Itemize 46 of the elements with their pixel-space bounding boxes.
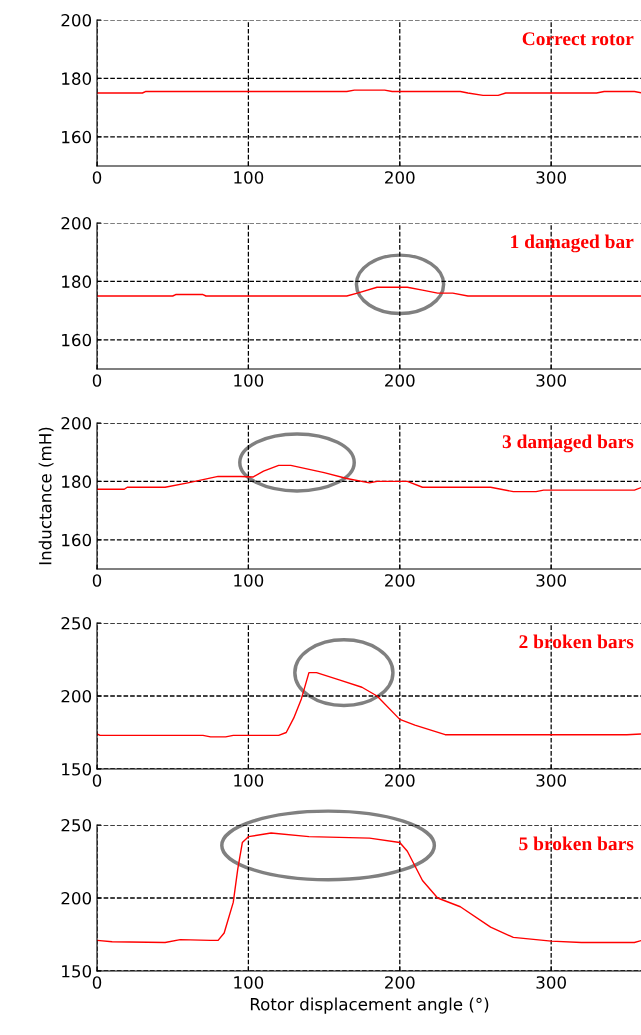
y-tick-label: 160 bbox=[62, 130, 92, 144]
y-tick-label: 200 bbox=[61, 416, 92, 430]
x-tick-label: 200 bbox=[385, 976, 415, 989]
x-tick-label: 0 bbox=[92, 374, 102, 387]
line-series bbox=[97, 832, 641, 944]
y-tick-label: 180 bbox=[62, 275, 92, 288]
x-tick-label: 100 bbox=[234, 374, 264, 387]
text: 1 damaged bar bbox=[511, 234, 634, 253]
x-tick-label: 300 bbox=[536, 774, 566, 787]
line-series bbox=[97, 286, 641, 297]
line-series bbox=[97, 464, 641, 493]
chart-title: 5 broken bars bbox=[519, 836, 634, 851]
y-tick-label: 250 bbox=[61, 616, 92, 630]
y-tick-label: 180 bbox=[62, 72, 92, 85]
x-tick-label: 0 bbox=[92, 976, 102, 989]
x-tick-label: 200 bbox=[385, 374, 415, 387]
y-tick-label: 160 bbox=[62, 333, 92, 347]
x-tick-label: 100 bbox=[234, 171, 264, 184]
x-tick-label: 100 bbox=[234, 774, 264, 787]
line-series bbox=[97, 671, 641, 738]
x-tick-label: 300 bbox=[536, 374, 566, 387]
y-tick-label: 160 bbox=[62, 533, 92, 547]
y-tick-label: 200 bbox=[61, 891, 92, 905]
y-tick-label: 150 bbox=[62, 964, 92, 978]
x-tick-label: 200 bbox=[385, 574, 415, 587]
y-tick-label: 200 bbox=[61, 689, 92, 703]
y-tick-label: 250 bbox=[61, 818, 92, 832]
x-tick-label: 300 bbox=[536, 976, 566, 989]
y-tick-label: 180 bbox=[62, 475, 92, 488]
y-tick-label: 200 bbox=[61, 216, 92, 230]
x-tick-label: 0 bbox=[92, 171, 102, 184]
y-axis-title: Inductance (mH) bbox=[38, 427, 54, 565]
text: 3 damaged bars bbox=[502, 434, 634, 453]
x-tick-label: 100 bbox=[234, 976, 264, 989]
chart-title: Correct rotor bbox=[522, 32, 634, 46]
y-tick-label: 150 bbox=[62, 762, 92, 776]
y-tick-label: 200 bbox=[61, 13, 92, 27]
x-tick-label: 300 bbox=[536, 171, 566, 184]
x-tick-label: 200 bbox=[385, 171, 415, 184]
x-axis-title: Rotor displacement angle (°) bbox=[250, 997, 489, 1014]
x-tick-label: 0 bbox=[92, 774, 102, 787]
x-tick-label: 200 bbox=[385, 774, 415, 787]
x-tick-label: 100 bbox=[234, 574, 264, 587]
chart-title: 2 broken bars bbox=[519, 634, 634, 649]
x-tick-label: 300 bbox=[536, 574, 566, 587]
x-tick-label: 0 bbox=[92, 574, 102, 587]
